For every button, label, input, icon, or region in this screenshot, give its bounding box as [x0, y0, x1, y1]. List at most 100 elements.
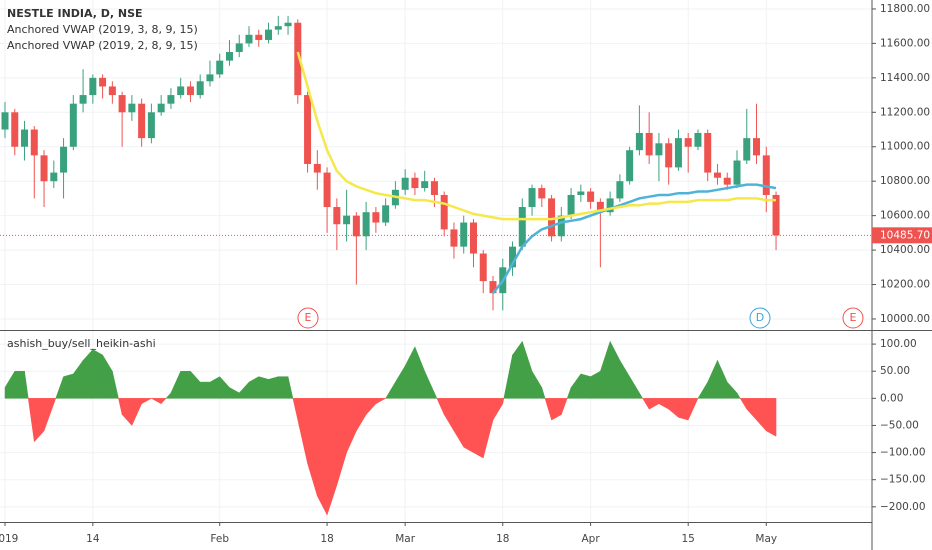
- event-circle[interactable]: [749, 307, 771, 329]
- event-marker[interactable]: E: [297, 307, 319, 329]
- y-tick-label: −200.00: [880, 501, 926, 513]
- candle-body: [186, 86, 194, 96]
- area-segment: [375, 398, 387, 405]
- y-tick-label: 11400.00: [880, 72, 930, 84]
- y-tick-label: 11000.00: [880, 141, 930, 153]
- candle-body: [118, 95, 126, 113]
- candle-body: [147, 112, 155, 139]
- x-tick-label: 18: [320, 533, 333, 545]
- area-segment: [561, 398, 568, 415]
- area-segment: [473, 398, 484, 459]
- candle-body: [235, 43, 243, 53]
- y-tick-label: 11800.00: [880, 3, 930, 15]
- legend-entry: Anchored VWAP (2019, 2, 8, 9, 15): [7, 39, 198, 52]
- candle-body: [606, 198, 614, 213]
- indicator-title: ashish_buy/sell_heikin-ashi: [7, 337, 156, 350]
- x-tick-label: May: [755, 533, 777, 545]
- candle-body: [528, 188, 536, 208]
- candle-body: [450, 229, 458, 247]
- candle-body: [333, 207, 341, 225]
- candle-body: [225, 52, 233, 61]
- candle-body: [40, 155, 48, 182]
- candle-body: [635, 132, 643, 151]
- candle-body: [723, 177, 731, 185]
- candle-body: [138, 103, 146, 139]
- candle-body: [313, 163, 321, 173]
- y-tick-label: 10200.00: [880, 279, 930, 291]
- area-segment: [580, 373, 591, 399]
- vwap-line: [492, 183, 777, 294]
- area-segment: [736, 392, 741, 399]
- y-tick-label: 50.00: [880, 365, 910, 377]
- candle-body: [479, 253, 487, 282]
- candle-body: [177, 86, 185, 96]
- y-tick-label: −100.00: [880, 447, 926, 459]
- candle-body: [440, 194, 448, 230]
- area-segment: [268, 376, 279, 399]
- candle-body: [206, 74, 214, 82]
- event-marker[interactable]: D: [749, 307, 771, 329]
- candle-body: [294, 22, 302, 96]
- y-tick-label: 10000.00: [880, 313, 930, 325]
- candle-body: [626, 150, 634, 182]
- candle-body: [382, 205, 390, 223]
- candle-body: [684, 138, 692, 147]
- candle-body: [128, 103, 136, 113]
- vwap-line: [296, 51, 776, 221]
- last-price-label: 10485.70: [880, 229, 930, 241]
- y-tick-label: 11200.00: [880, 106, 930, 118]
- candle-body: [655, 143, 663, 156]
- candle-body: [304, 95, 312, 164]
- candle-body: [265, 29, 273, 40]
- candle-body: [557, 215, 565, 237]
- event-circle[interactable]: [297, 307, 319, 329]
- y-tick-label: 10800.00: [880, 175, 930, 187]
- candle-body: [108, 86, 116, 96]
- candle-body: [587, 191, 595, 202]
- candle-body: [548, 198, 556, 237]
- candle-body: [762, 155, 770, 195]
- area-segment: [258, 376, 269, 399]
- area-segment: [278, 376, 289, 399]
- candle-body: [167, 95, 175, 104]
- area-segment: [639, 392, 644, 399]
- candle-body: [694, 132, 702, 147]
- candle-body: [753, 138, 761, 156]
- y-tick-label: 100.00: [880, 338, 917, 350]
- x-tick-label: 18: [496, 533, 509, 545]
- candle-body: [352, 215, 360, 237]
- event-marker[interactable]: E: [842, 307, 864, 329]
- candle-body: [596, 201, 604, 213]
- candle-body: [50, 172, 58, 182]
- event-label: D: [756, 311, 764, 324]
- candle-body: [518, 207, 526, 247]
- area-segment: [141, 398, 153, 405]
- y-tick-label: 10400.00: [880, 244, 930, 256]
- candle-body: [30, 129, 38, 156]
- candle-body: [733, 160, 741, 185]
- area-segment: [92, 349, 103, 399]
- x-tick-label: 2019: [0, 533, 18, 545]
- candle-body: [245, 34, 253, 44]
- y-tick-label: −150.00: [880, 474, 926, 486]
- candle-body: [411, 177, 419, 189]
- area-segment: [287, 376, 294, 399]
- area-segment: [63, 373, 74, 399]
- candle-body: [1, 112, 9, 130]
- area-segment: [541, 387, 546, 399]
- event-circle[interactable]: [842, 307, 864, 329]
- candle-body: [567, 194, 575, 216]
- candle-body: [274, 26, 282, 30]
- candle-body: [704, 132, 712, 173]
- area-segment: [463, 398, 474, 454]
- area-segment: [678, 398, 689, 421]
- candle-body: [421, 181, 429, 189]
- candle-body: [372, 212, 380, 223]
- area-segment: [687, 398, 699, 421]
- candle-body: [11, 112, 19, 147]
- area-segment: [160, 398, 167, 405]
- y-tick-label: 11600.00: [880, 37, 930, 49]
- candle-body: [21, 129, 29, 147]
- area-segment: [14, 370, 25, 399]
